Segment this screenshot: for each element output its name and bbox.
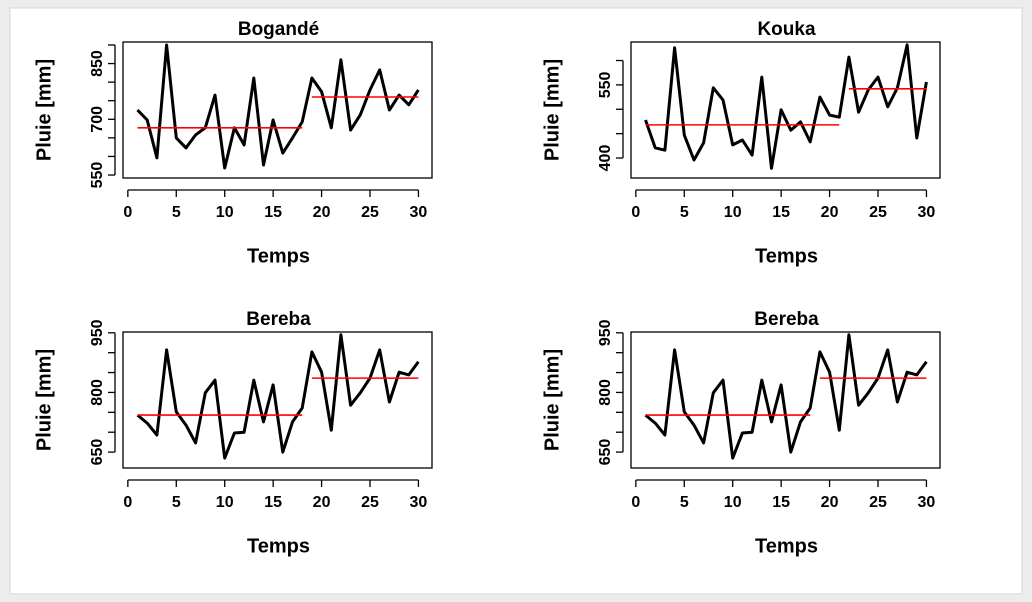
plot-frame bbox=[630, 331, 941, 469]
x-tick-label: 10 bbox=[216, 494, 234, 511]
x-tick-label: 30 bbox=[410, 204, 428, 221]
x-tick-label: 25 bbox=[869, 494, 887, 511]
x-tick-label: 5 bbox=[680, 494, 689, 511]
y-tick-label: 800 bbox=[89, 379, 106, 406]
x-tick-label: 5 bbox=[680, 204, 689, 221]
y-tick-label: 800 bbox=[597, 379, 614, 406]
plot-frame bbox=[122, 41, 433, 179]
subplot: Bereba Temps Pluie [mm] 0 5 10 15 20 25 30 650 800 9… bbox=[541, 309, 941, 557]
y-tick-label: 400 bbox=[597, 145, 614, 172]
x-tick-label: 20 bbox=[821, 204, 839, 221]
subplot-title: Bereba bbox=[754, 309, 819, 330]
data-line bbox=[136, 43, 420, 170]
x-tick-label: 10 bbox=[216, 204, 234, 221]
x-tick-label: 20 bbox=[313, 494, 331, 511]
data-line bbox=[136, 333, 420, 460]
x-tick-label: 25 bbox=[869, 204, 887, 221]
x-axis-label: Temps bbox=[755, 245, 818, 267]
x-tick-label: 30 bbox=[918, 204, 936, 221]
y-tick-label: 550 bbox=[597, 71, 614, 98]
data-line bbox=[644, 333, 928, 460]
x-tick-label: 15 bbox=[772, 204, 790, 221]
x-axis-label: Temps bbox=[755, 535, 818, 557]
x-tick-label: 20 bbox=[313, 204, 331, 221]
x-tick-label: 25 bbox=[361, 494, 379, 511]
x-tick-label: 5 bbox=[172, 204, 181, 221]
x-tick-label: 10 bbox=[724, 204, 742, 221]
x-tick-label: 5 bbox=[172, 494, 181, 511]
x-tick-label: 10 bbox=[724, 494, 742, 511]
x-axis-label: Temps bbox=[247, 535, 310, 557]
y-tick-label: 550 bbox=[89, 162, 106, 189]
subplot: Bereba Temps Pluie [mm] 0 5 10 15 20 25 30 650 800 9… bbox=[33, 309, 433, 557]
x-tick-label: 15 bbox=[264, 204, 282, 221]
y-tick-label: 950 bbox=[89, 319, 106, 346]
plot-frame bbox=[122, 331, 433, 469]
x-tick-label: 25 bbox=[361, 204, 379, 221]
figure-panel bbox=[9, 7, 1023, 595]
subplot: Bogandé Temps Pluie [mm] 0 5 10 15 20 25 30 550 700… bbox=[33, 19, 433, 267]
y-tick-label: 650 bbox=[89, 439, 106, 466]
y-tick-label: 850 bbox=[89, 50, 106, 77]
x-tick-label: 0 bbox=[631, 494, 640, 511]
y-axis-label: Pluie [mm] bbox=[33, 349, 55, 451]
data-line bbox=[644, 43, 928, 170]
x-axis-label: Temps bbox=[247, 245, 310, 267]
subplot: Kouka Temps Pluie [mm] 0 5 10 15 20 25 30 400 550 bbox=[541, 19, 941, 267]
x-tick-label: 30 bbox=[410, 494, 428, 511]
x-tick-label: 30 bbox=[918, 494, 936, 511]
plot-frame bbox=[630, 41, 941, 179]
y-tick-label: 950 bbox=[597, 319, 614, 346]
x-tick-label: 0 bbox=[631, 204, 640, 221]
y-axis-label: Pluie [mm] bbox=[541, 349, 563, 451]
x-tick-label: 15 bbox=[772, 494, 790, 511]
x-tick-label: 0 bbox=[123, 494, 132, 511]
subplot-title: Kouka bbox=[757, 19, 816, 40]
y-axis-label: Pluie [mm] bbox=[541, 59, 563, 161]
x-tick-label: 0 bbox=[123, 204, 132, 221]
x-tick-label: 20 bbox=[821, 494, 839, 511]
x-tick-label: 15 bbox=[264, 494, 282, 511]
y-tick-label: 650 bbox=[597, 439, 614, 466]
subplot-title: Bereba bbox=[246, 309, 311, 330]
subplot-title: Bogandé bbox=[238, 19, 319, 40]
y-axis-label: Pluie [mm] bbox=[33, 59, 55, 161]
y-tick-label: 700 bbox=[89, 106, 106, 133]
